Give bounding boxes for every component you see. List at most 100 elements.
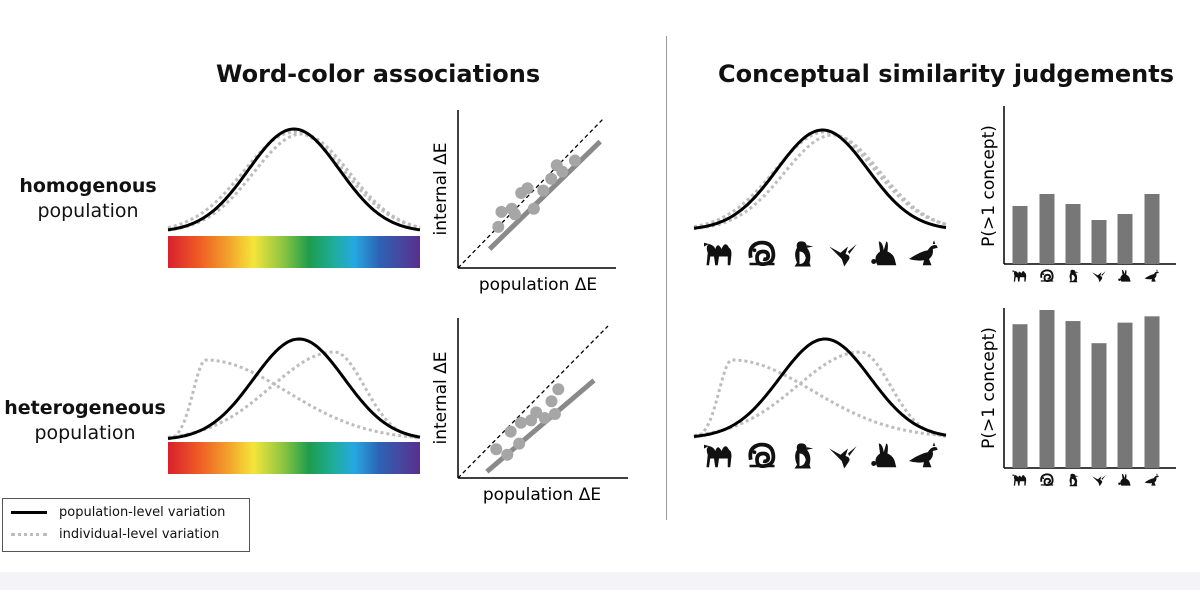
scatter-point bbox=[513, 437, 526, 450]
panel-divider bbox=[666, 36, 667, 520]
tick-hummingbird-icon bbox=[1092, 271, 1106, 283]
penguin-icon bbox=[794, 443, 814, 469]
bar-kangaroo bbox=[1144, 194, 1160, 264]
legend-label-population: population-level variation bbox=[59, 505, 226, 520]
chameleon-icon bbox=[747, 240, 777, 267]
scatter-point bbox=[545, 395, 558, 408]
bar-camel bbox=[1012, 324, 1028, 468]
scatter-point bbox=[514, 416, 527, 429]
bar-chart-homogenous: P(>1 concept) bbox=[979, 106, 1176, 283]
bar-camel bbox=[1012, 206, 1028, 264]
kangaroo-icon bbox=[909, 240, 938, 266]
conceptual-homogenous-curves bbox=[693, 128, 947, 231]
scatter-point bbox=[530, 406, 543, 419]
population-curve bbox=[167, 337, 421, 440]
scatter-homogenous: population ΔE internal ΔE bbox=[431, 110, 616, 295]
scatter-point bbox=[568, 154, 581, 167]
animal-icons-top bbox=[704, 240, 938, 267]
legend-swatch-solid bbox=[11, 511, 47, 514]
bar-penguin bbox=[1065, 204, 1081, 264]
tick-penguin-icon bbox=[1069, 269, 1079, 283]
legend-label-individual: individual-level variation bbox=[59, 527, 220, 542]
bar-chart-heterogeneous: P(>1 concept) bbox=[979, 308, 1176, 487]
color-spectrum-top bbox=[168, 236, 420, 268]
title-word-color: Word-color associations bbox=[216, 60, 541, 88]
animal-icons-bottom bbox=[704, 442, 938, 469]
conceptual-heterogeneous-curves bbox=[693, 337, 947, 439]
rabbit-icon bbox=[871, 241, 897, 266]
bar-y-label: P(>1 concept) bbox=[979, 327, 999, 449]
individual-curve bbox=[167, 132, 421, 232]
tick-camel-icon bbox=[1012, 270, 1027, 282]
scatter-point bbox=[537, 184, 550, 197]
scatter-x-label: population ΔE bbox=[479, 275, 597, 295]
identity-line bbox=[457, 325, 609, 479]
scatter-y-label: internal ΔE bbox=[431, 142, 451, 235]
legend-swatch-dotted bbox=[11, 533, 47, 536]
tick-rabbit-icon bbox=[1118, 269, 1131, 282]
bar-penguin bbox=[1065, 321, 1081, 468]
bar-chameleon bbox=[1039, 194, 1055, 264]
tick-camel-icon bbox=[1012, 474, 1027, 486]
population-curve bbox=[693, 128, 947, 230]
bottom-strip bbox=[0, 572, 1200, 590]
row-label-homogenous-rest: population bbox=[37, 200, 139, 222]
bar-rabbit bbox=[1117, 322, 1133, 468]
tick-kangaroo-icon bbox=[1144, 269, 1159, 282]
scatter-point bbox=[552, 383, 565, 396]
hummingbird-icon bbox=[829, 446, 857, 469]
color-spectrum-bottom bbox=[168, 442, 420, 474]
legend: population-level variation individual-le… bbox=[2, 498, 250, 552]
scatter-point bbox=[538, 412, 551, 424]
camel-icon bbox=[704, 444, 732, 468]
tick-kangaroo-icon bbox=[1144, 473, 1159, 486]
scatter-point bbox=[521, 182, 534, 195]
rabbit-icon bbox=[871, 443, 897, 468]
bar-y-label: P(>1 concept) bbox=[979, 125, 999, 247]
scatter-point bbox=[492, 220, 505, 233]
row-label-homogenous-bold: homogenous bbox=[19, 175, 157, 197]
row-label-heterogeneous-rest: population bbox=[34, 422, 136, 444]
bar-hummingbird bbox=[1091, 343, 1107, 468]
chameleon-icon bbox=[747, 442, 777, 469]
tick-rabbit-icon bbox=[1118, 473, 1131, 486]
penguin-icon bbox=[794, 241, 814, 267]
population-curve bbox=[693, 337, 947, 438]
word-color-homogenous-curves bbox=[167, 127, 421, 232]
bar-chameleon bbox=[1039, 310, 1055, 468]
bar-hummingbird bbox=[1091, 220, 1107, 264]
word-color-heterogeneous-curves bbox=[167, 337, 421, 441]
camel-icon bbox=[704, 242, 732, 266]
scatter-point bbox=[495, 205, 508, 218]
legend-item-individual: individual-level variation bbox=[11, 527, 219, 542]
row-label-heterogeneous: heterogeneous population bbox=[2, 396, 168, 446]
hummingbird-icon bbox=[829, 244, 857, 267]
row-label-heterogeneous-bold: heterogeneous bbox=[4, 397, 166, 419]
row-label-homogenous: homogenous population bbox=[8, 174, 168, 224]
scatter-point bbox=[545, 172, 558, 185]
individual-curve bbox=[167, 358, 421, 441]
individual-curve bbox=[167, 130, 421, 230]
tick-chameleon-icon bbox=[1039, 473, 1055, 486]
scatter-x-label: population ΔE bbox=[483, 485, 601, 505]
individual-curve bbox=[693, 133, 947, 231]
scatter-point bbox=[508, 208, 521, 221]
scatter-point bbox=[556, 165, 569, 178]
scatter-point bbox=[490, 443, 503, 456]
title-conceptual: Conceptual similarity judgements bbox=[718, 60, 1174, 88]
scatter-heterogeneous: population ΔE internal ΔE bbox=[431, 318, 628, 505]
individual-curve bbox=[167, 350, 421, 440]
individual-curve bbox=[693, 350, 947, 438]
kangaroo-icon bbox=[909, 442, 938, 468]
scatter-point bbox=[504, 425, 517, 438]
tick-chameleon-icon bbox=[1039, 269, 1055, 282]
bar-kangaroo bbox=[1144, 316, 1160, 468]
scatter-y-label: internal ΔE bbox=[431, 351, 451, 444]
scatter-point bbox=[527, 202, 540, 215]
scatter-point bbox=[548, 408, 561, 420]
individual-curve bbox=[693, 358, 947, 439]
bar-rabbit bbox=[1117, 214, 1133, 264]
tick-hummingbird-icon bbox=[1092, 475, 1106, 487]
tick-penguin-icon bbox=[1069, 473, 1079, 487]
